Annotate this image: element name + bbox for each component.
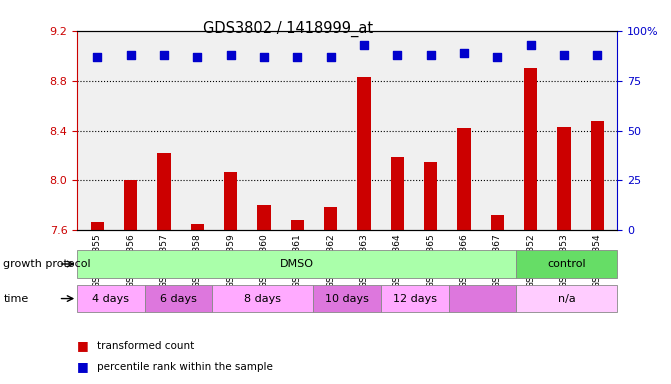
Bar [590,121,604,230]
Point [258,54,269,60]
Point [225,51,236,58]
Text: growth protocol: growth protocol [3,259,91,269]
Text: 4 days: 4 days [93,293,130,304]
Bar [191,224,204,230]
Text: n/a: n/a [558,293,576,304]
Bar [77,285,145,312]
Bar [516,285,617,312]
Point [592,51,603,58]
Point [358,41,369,48]
Point [192,54,203,60]
Text: percentile rank within the sample: percentile rank within the sample [97,362,273,372]
Point [492,54,503,60]
Point [525,41,536,48]
Text: DMSO: DMSO [280,259,313,269]
Text: 8 days: 8 days [244,293,281,304]
Bar [448,285,516,312]
Bar [124,180,137,230]
Bar [257,205,270,230]
Point [125,51,136,58]
Text: 12 days: 12 days [393,293,437,304]
Bar [157,153,170,230]
Bar [491,215,504,230]
Bar [324,207,338,230]
Bar [224,172,238,230]
Bar [558,127,570,230]
Text: 6 days: 6 days [160,293,197,304]
Bar [145,285,212,312]
Point [425,51,436,58]
Bar [91,222,104,230]
Bar [313,285,381,312]
Bar [424,162,437,230]
Text: ■: ■ [77,339,89,352]
Bar [77,250,516,278]
Text: ■: ■ [77,360,89,373]
Text: transformed count: transformed count [97,341,195,351]
Bar [212,285,313,312]
Point [458,50,469,56]
Bar [516,250,617,278]
Text: 10 days: 10 days [325,293,369,304]
Text: time: time [3,294,29,304]
Bar [391,157,404,230]
Point [392,51,403,58]
Point [158,51,169,58]
Point [92,54,103,60]
Point [325,54,336,60]
Bar [457,128,470,230]
Text: GDS3802 / 1418999_at: GDS3802 / 1418999_at [203,21,374,37]
Point [558,51,569,58]
Bar [381,285,448,312]
Text: control: control [548,259,586,269]
Bar [357,77,370,230]
Point [292,54,303,60]
Bar [524,68,537,230]
Bar [291,220,304,230]
